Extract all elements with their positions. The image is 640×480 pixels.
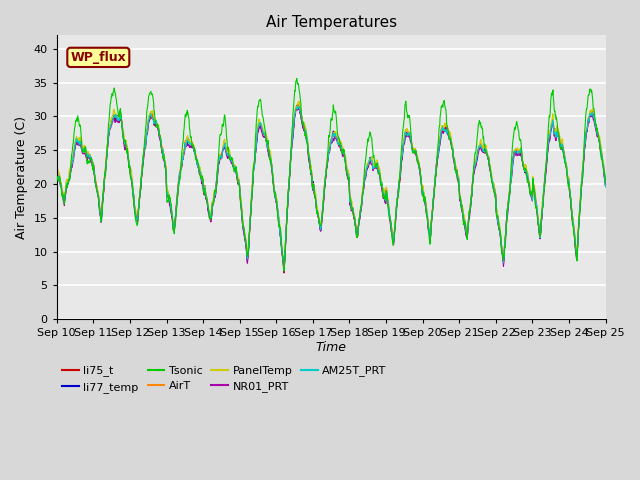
AM25T_PRT [53,171,61,177]
Line: PanelTemp: PanelTemp [57,101,605,264]
PanelTemp [161,164,169,169]
PanelTemp [53,167,61,173]
Line: li75_t: li75_t [57,107,605,273]
AM25T_PRT [175,179,182,184]
NR01_PRT [161,166,169,171]
Legend: li75_t, li77_temp, Tsonic, AirT, PanelTemp, NR01_PRT, AM25T_PRT: li75_t, li77_temp, Tsonic, AirT, PanelTe… [62,366,387,393]
NR01_PRT [294,105,302,111]
Text: WP_flux: WP_flux [70,51,126,64]
PanelTemp [280,262,288,267]
AM25T_PRT [236,193,244,199]
X-axis label: Time: Time [316,341,347,354]
AirT [417,174,425,180]
li75_t [175,178,182,184]
li75_t [236,193,244,199]
li75_t [489,181,497,187]
li77_temp [280,268,288,274]
PanelTemp [175,177,182,183]
NR01_PRT [280,270,288,276]
Y-axis label: Air Temperature (C): Air Temperature (C) [15,116,28,239]
li77_temp [294,102,302,108]
AirT [538,217,545,223]
li75_t [161,166,169,171]
PanelTemp [602,181,609,187]
li77_temp [53,171,61,177]
Tsonic [602,179,609,185]
li75_t [294,104,302,109]
Line: AirT: AirT [57,104,605,270]
AM25T_PRT [294,103,302,109]
Line: li77_temp: li77_temp [57,105,605,271]
NR01_PRT [53,174,61,180]
AirT [161,161,169,167]
AM25T_PRT [538,219,545,225]
AM25T_PRT [161,165,169,171]
NR01_PRT [602,183,609,189]
PanelTemp [236,189,244,194]
AM25T_PRT [417,177,425,182]
li75_t [538,218,545,224]
AirT [296,101,303,107]
li75_t [417,177,425,182]
li77_temp [236,192,244,197]
li77_temp [602,181,609,187]
NR01_PRT [175,179,182,185]
Tsonic [280,268,288,274]
li77_temp [175,177,182,182]
li77_temp [538,218,545,224]
Tsonic [236,194,244,200]
NR01_PRT [489,183,497,189]
AirT [280,267,288,273]
NR01_PRT [236,195,244,201]
AirT [175,174,182,180]
Tsonic [489,184,497,190]
PanelTemp [417,177,425,182]
li77_temp [489,180,497,186]
li75_t [53,172,61,178]
Tsonic [417,175,425,181]
AirT [53,168,61,173]
li77_temp [417,176,425,181]
li75_t [280,270,288,276]
PanelTemp [538,214,545,219]
Tsonic [293,75,301,81]
Line: NR01_PRT: NR01_PRT [57,108,605,273]
NR01_PRT [538,219,545,225]
Tsonic [538,217,545,223]
li75_t [602,184,609,190]
Tsonic [175,183,182,189]
AM25T_PRT [280,267,288,273]
PanelTemp [296,98,303,104]
AM25T_PRT [602,184,609,190]
AM25T_PRT [489,180,497,186]
AirT [602,181,609,187]
AirT [236,192,244,198]
AirT [489,180,497,186]
li77_temp [161,162,169,168]
Tsonic [161,165,169,171]
Title: Air Temperatures: Air Temperatures [266,15,397,30]
Line: AM25T_PRT: AM25T_PRT [57,106,605,270]
Line: Tsonic: Tsonic [57,78,605,271]
Tsonic [53,173,61,179]
NR01_PRT [417,177,425,183]
PanelTemp [489,180,497,186]
